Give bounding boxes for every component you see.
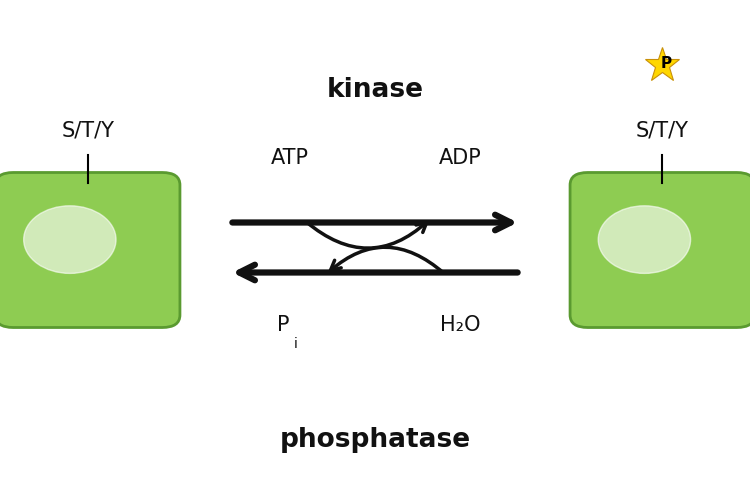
Text: kinase: kinase (326, 77, 424, 103)
Ellipse shape (598, 206, 691, 274)
Text: S/T/Y: S/T/Y (62, 120, 114, 140)
Text: phosphatase: phosphatase (280, 427, 470, 453)
Text: ADP: ADP (439, 148, 482, 168)
FancyBboxPatch shape (0, 172, 180, 328)
FancyBboxPatch shape (570, 172, 750, 328)
Text: H₂O: H₂O (440, 315, 480, 335)
Text: P: P (660, 56, 671, 72)
Ellipse shape (24, 206, 116, 274)
Text: P: P (278, 315, 290, 335)
Text: ATP: ATP (271, 148, 309, 168)
Text: S/T/Y: S/T/Y (636, 120, 688, 140)
Text: i: i (293, 338, 297, 351)
